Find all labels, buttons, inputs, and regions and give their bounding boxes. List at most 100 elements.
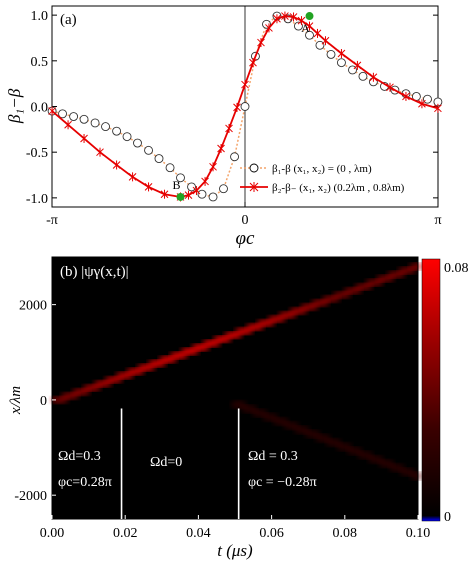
x-tick-label-a: π <box>434 213 441 228</box>
star-marker <box>434 103 442 113</box>
star-marker <box>257 38 265 48</box>
y-tick-label-b: 2000 <box>19 299 47 314</box>
star-marker <box>112 160 121 170</box>
circle-marker <box>79 114 89 124</box>
star-marker <box>418 99 426 109</box>
region-annotation-text: φc=0.28π <box>58 475 112 490</box>
star-marker <box>297 16 306 26</box>
circle-marker <box>176 173 185 183</box>
y-tick-label-b: 0 <box>40 394 47 409</box>
heatmap-background <box>52 257 418 519</box>
marked-points: AB <box>172 12 314 201</box>
circle-marker <box>230 152 240 162</box>
circle-marker <box>423 94 432 104</box>
point-label: A <box>301 21 310 35</box>
star-marker <box>305 21 314 31</box>
star-marker <box>217 144 225 154</box>
series-stars <box>48 11 442 202</box>
circle-marker <box>208 192 218 202</box>
x-tick-label-b: 0.10 <box>406 526 431 541</box>
star-marker <box>96 147 104 157</box>
circle-marker <box>69 112 79 122</box>
star-marker <box>281 11 289 21</box>
region-annotation-text: Ωd=0.3 <box>58 449 101 464</box>
x-ticks-a: -π 0 π <box>46 202 442 228</box>
x-tick-label-b: 0.04 <box>186 526 211 541</box>
circle-marker <box>197 189 207 199</box>
star-marker <box>386 82 394 92</box>
circle-marker <box>219 184 228 194</box>
star-marker <box>128 172 137 182</box>
series-stars-line <box>51 15 439 198</box>
y-tick-label-a: 0.0 <box>31 101 49 116</box>
circle-marker <box>293 21 303 31</box>
circle-marker <box>90 118 100 128</box>
circle-marker <box>58 109 67 119</box>
star-marker <box>144 182 153 192</box>
circle-marker <box>358 71 368 81</box>
star-marker <box>313 28 322 38</box>
circle-marker <box>122 132 132 142</box>
circle-marker <box>326 49 336 59</box>
legend-a: β₁-β (x₁, x₂) = (0 , λm) β₂-β₋ (x₁, x₂) … <box>240 163 405 194</box>
y-axis-label-a: β₁−β <box>5 88 24 124</box>
region-annotation-text: Ωd=0 <box>150 455 182 470</box>
y-tick-label-a: 1.0 <box>31 9 49 24</box>
star-marker <box>192 186 201 196</box>
star-marker <box>369 72 378 82</box>
y-tick-label-a: -0.5 <box>26 146 48 161</box>
star-marker <box>265 23 273 33</box>
circle-marker <box>305 30 314 40</box>
x-tick-label-b: 0.00 <box>40 526 65 541</box>
star-marker <box>64 120 72 130</box>
y-tick-label-a: 0.5 <box>31 55 49 70</box>
circle-marker <box>112 126 122 136</box>
star-marker <box>184 190 193 200</box>
star-marker <box>209 162 217 172</box>
x-tick-label-b: 0.08 <box>333 526 358 541</box>
x-axis-label-a: φc <box>236 228 256 249</box>
y-tick-label-b: -2000 <box>14 489 47 504</box>
star-marker <box>402 91 410 101</box>
y-ticks-b: 2000 0 -2000 <box>14 299 56 504</box>
x-tick-label-a: 0 <box>242 213 249 228</box>
colorbar-max-label: 0.08 <box>444 261 469 276</box>
x-tick-label-a: -π <box>46 213 58 228</box>
region-annotations: Ωd=0.3 φc=0.28π Ωd=0 Ωd = 0.3 φc = −0.28π <box>58 449 317 490</box>
star-marker <box>201 176 209 186</box>
star-marker <box>249 58 257 68</box>
star-marker <box>80 133 88 143</box>
star-marker <box>160 189 169 199</box>
star-marker <box>225 123 233 133</box>
circle-marker <box>101 122 110 132</box>
legend-marker-circles <box>249 163 259 173</box>
legend-label-stars: β₂-β₋ (x₁, x₂) (0.2λm , 0.8λm) <box>272 182 405 194</box>
wave-packet-layer <box>50 263 427 481</box>
point-label: B <box>172 178 180 192</box>
x-axis-label-b: t (μs) <box>217 541 253 560</box>
legend-label-circles: β₁-β (x₁, x₂) = (0 , λm) <box>272 163 372 175</box>
x-tick-label-b: 0.02 <box>113 526 138 541</box>
y-ticks-a: 1.0 0.5 0.0 -0.5 -1.0 <box>26 9 438 207</box>
circle-marker <box>315 40 325 50</box>
y-tick-label-a: -1.0 <box>26 192 48 207</box>
y-axis-label-b: x/λm <box>8 386 24 415</box>
legend-marker-stars <box>249 182 259 192</box>
star-marker <box>321 36 330 46</box>
panel-a-label: (a) <box>60 12 77 28</box>
circle-marker <box>133 138 142 148</box>
series-circles <box>47 11 443 202</box>
circle-marker <box>165 163 175 173</box>
marked-point-a <box>305 12 314 21</box>
region-annotation-text: Ωd = 0.3 <box>248 449 298 464</box>
star-marker <box>233 102 241 112</box>
circle-marker <box>187 182 197 192</box>
star-marker <box>353 60 362 70</box>
x-ticks-b: 0.00 0.02 0.04 0.06 0.08 0.10 <box>40 515 431 541</box>
region-annotation-text: φc = −0.28π <box>248 475 317 490</box>
colorbar-min-label: 0 <box>444 510 451 525</box>
star-marker <box>241 80 249 90</box>
star-marker <box>48 106 56 116</box>
circle-marker <box>240 102 250 111</box>
